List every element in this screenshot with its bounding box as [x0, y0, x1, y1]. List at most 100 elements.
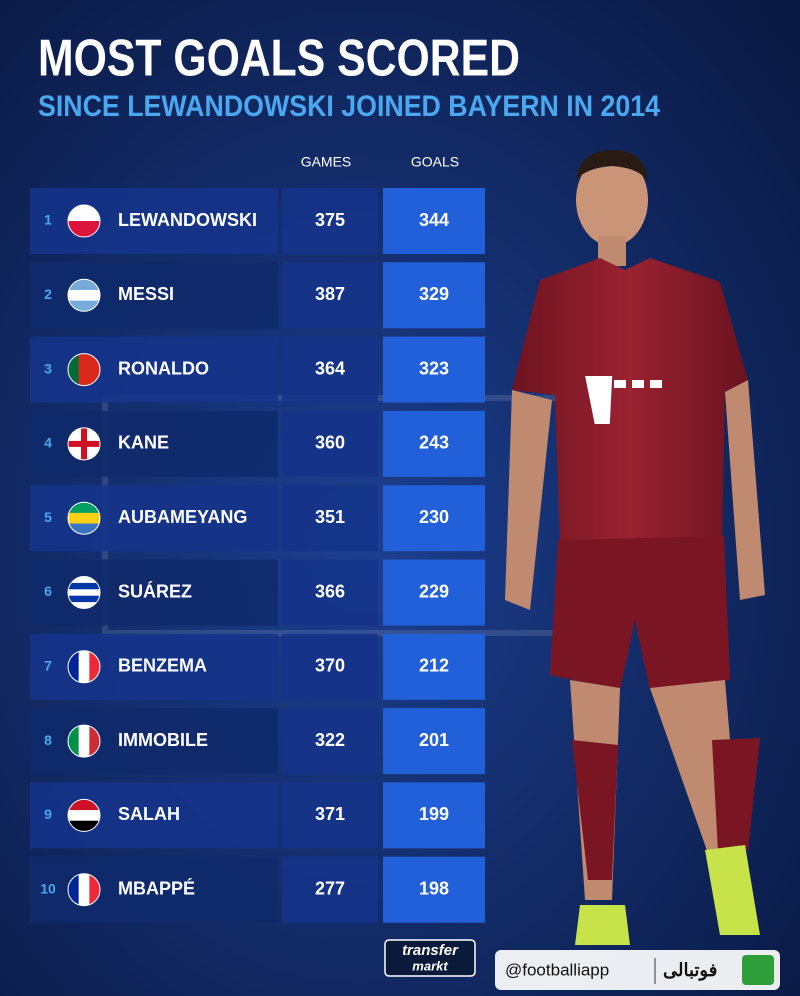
player-name: MBAPPÉ [118, 877, 195, 898]
table: 1 LEWANDOWSKI 375 344 2 MESSI 387 329 3 RONALDO 36… [30, 188, 485, 923]
flag-stripe [68, 205, 100, 222]
flag [68, 205, 100, 237]
title: MOST GOALS SCORED [38, 30, 520, 88]
column-header: GAMES [301, 154, 352, 170]
flag-stripe [68, 221, 100, 237]
games: 371 [315, 804, 345, 824]
flag-stripe [68, 279, 100, 291]
flag [68, 279, 100, 312]
flag-stripe [68, 582, 100, 590]
goals: 230 [419, 507, 449, 527]
table-row: 1 LEWANDOWSKI 375 344 [30, 188, 485, 254]
games: 277 [315, 878, 345, 898]
column-header: GOALS [411, 154, 459, 170]
goals-cell [383, 633, 485, 700]
flag-border [67, 798, 101, 832]
goals-cell [383, 410, 485, 477]
flag-stripe [68, 440, 100, 447]
table-row: 7 BENZEMA 370 212 [30, 633, 485, 700]
player-name: MESSI [118, 284, 174, 304]
table-row: 10 MBAPPÉ 277 198 [30, 856, 485, 923]
player-name: SALAH [118, 804, 180, 824]
goals: 212 [419, 656, 449, 676]
games: 387 [315, 284, 345, 304]
games-cell [282, 559, 378, 626]
games-cell [282, 485, 378, 552]
flag-stripe [78, 650, 90, 683]
flag [68, 427, 100, 460]
flag-stripe [89, 725, 100, 758]
player-name: RONALDO [118, 358, 209, 378]
games-cell [282, 708, 378, 775]
goals-cell [383, 262, 485, 329]
games-cell [282, 410, 378, 477]
games-cell [282, 262, 378, 329]
flag [68, 725, 100, 758]
games: 375 [315, 210, 345, 230]
goals: 198 [419, 878, 449, 898]
goals-cell [383, 485, 485, 552]
games-cell [282, 633, 378, 700]
flag-stripe [68, 595, 100, 603]
goals: 329 [419, 284, 449, 304]
goals: 344 [419, 210, 449, 230]
rank: 7 [44, 658, 52, 674]
flag-stripe [68, 300, 100, 312]
table-row: 6 SUÁREZ 366 229 [30, 559, 485, 626]
flag-stripe [68, 725, 80, 758]
flag-stripe [68, 820, 100, 832]
subtitle: SINCE LEWANDOWSKI JOINED BAYERN IN 2014 [38, 90, 660, 123]
goals: 243 [419, 433, 449, 453]
flag-border [67, 501, 101, 535]
flag-stripe [68, 799, 100, 811]
table-row: 2 MESSI 387 329 [30, 262, 485, 329]
flag-stripe [68, 512, 100, 525]
flag-stripe [89, 873, 100, 906]
goals-cell [383, 708, 485, 775]
flag-stripe [78, 353, 90, 386]
rank: 9 [44, 806, 52, 822]
flag-stripe [78, 873, 90, 906]
goals: 323 [419, 358, 449, 378]
games-cell [282, 188, 378, 254]
flag-stripe [89, 353, 100, 386]
flag [68, 576, 100, 609]
table-row: 9 SALAH 371 199 [30, 782, 485, 849]
flag-border [67, 873, 101, 907]
games: 366 [315, 581, 345, 601]
rank: 3 [44, 360, 52, 376]
rank: 10 [40, 880, 56, 896]
player-name: AUBAMEYANG [118, 507, 247, 527]
flag-stripe [89, 650, 100, 683]
flag-stripe [68, 502, 100, 514]
flag-stripe [68, 353, 80, 386]
player-name: KANE [118, 433, 169, 453]
table-row: 4 KANE 360 243 [30, 410, 485, 477]
flag-border [67, 353, 101, 387]
player-name: IMMOBILE [118, 730, 208, 750]
goals-cell [383, 856, 485, 923]
flag [68, 650, 100, 683]
logo-text: transfer [402, 942, 459, 959]
player-name: LEWANDOWSKI [118, 210, 257, 230]
flag-stripe [68, 589, 100, 597]
games: 370 [315, 656, 345, 676]
flag-stripe [68, 576, 100, 584]
goals-cell [383, 782, 485, 849]
games: 322 [315, 730, 345, 750]
rank: 1 [44, 212, 52, 228]
flag-border [67, 650, 101, 684]
rank: 2 [44, 286, 52, 302]
handle: @footballiapp [505, 960, 609, 979]
games-cell [282, 856, 378, 923]
flag-border [67, 724, 101, 758]
goals-cell [383, 559, 485, 626]
table-row: 3 RONALDO 364 323 [30, 336, 485, 403]
logo-text: markt [412, 958, 448, 973]
games: 351 [315, 507, 345, 527]
flag-stripe [68, 523, 100, 535]
flag-border [67, 278, 101, 312]
goals-cell [383, 188, 485, 254]
flag [68, 502, 100, 535]
player-name: SUÁREZ [118, 580, 192, 601]
